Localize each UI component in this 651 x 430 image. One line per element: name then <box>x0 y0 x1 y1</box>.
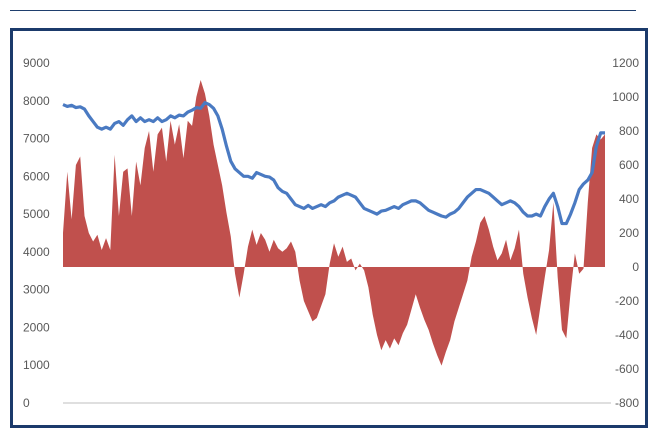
area-series-path <box>63 80 605 366</box>
left-tick-label: 2000 <box>23 320 50 334</box>
right-tick-label: 1200 <box>612 56 639 70</box>
left-tick-label: 9000 <box>23 56 50 70</box>
right-tick-label: 600 <box>619 158 639 172</box>
left-tick-label: 0 <box>23 396 30 410</box>
right-tick-label: 400 <box>619 192 639 206</box>
top-rule <box>10 10 636 11</box>
right-tick-label: -800 <box>615 396 639 410</box>
left-tick-label: 3000 <box>23 283 50 297</box>
area-series <box>63 80 605 366</box>
line-series <box>62 101 605 226</box>
left-tick-label: 4000 <box>23 245 50 259</box>
right-tick-label: -400 <box>615 328 639 342</box>
line-series-path <box>62 101 605 226</box>
left-tick-label: 8000 <box>23 94 50 108</box>
left-tick-label: 6000 <box>23 169 50 183</box>
right-tick-label: -600 <box>615 362 639 376</box>
left-tick-label: 1000 <box>23 358 50 372</box>
right-axis: 1200 1000 800 600 400 200 0 -200 -400 -600 -800 <box>612 56 639 410</box>
left-tick-label: 7000 <box>23 132 50 146</box>
left-tick-label: 5000 <box>23 207 50 221</box>
right-tick-label: 1000 <box>612 90 639 104</box>
right-tick-label: -200 <box>615 294 639 308</box>
right-tick-label: 800 <box>619 124 639 138</box>
chart-frame: 9000 8000 7000 6000 5000 4000 3000 2000 1000 0 12… <box>10 28 648 428</box>
left-axis: 9000 8000 7000 6000 5000 4000 3000 2000 1000 0 <box>23 56 50 410</box>
right-tick-label: 0 <box>632 260 639 274</box>
right-tick-label: 200 <box>619 226 639 240</box>
